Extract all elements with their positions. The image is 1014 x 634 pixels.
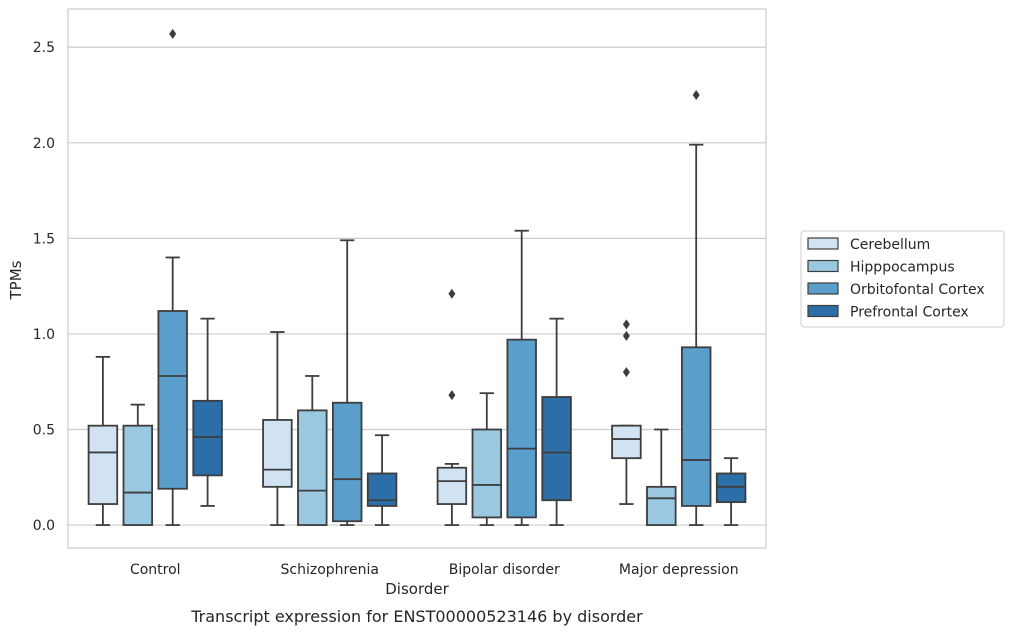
outlier-point [622, 330, 630, 341]
outlier-point [169, 28, 177, 39]
y-tick-label: 2.5 [33, 40, 55, 56]
y-tick-label: 1.5 [33, 231, 55, 247]
y-tick-label: 0.0 [33, 518, 55, 534]
legend-label: Hipppocampus [850, 260, 955, 276]
x-tick-label: Control [130, 562, 181, 578]
y-tick-labels: 0.0 0.5 1.0 1.5 2.0 2.5 [33, 40, 55, 534]
box-hipppocampus [297, 375, 328, 526]
legend-label: Orbitofontal Cortex [850, 282, 985, 298]
box-orbitofontal-cortex [506, 229, 537, 526]
x-tick-label: Schizophrenia [281, 562, 379, 578]
iqr-box [646, 485, 677, 526]
iqr-box [297, 409, 328, 526]
box-cerebellum [611, 319, 642, 505]
iqr-box [471, 428, 503, 519]
iqr-box [715, 472, 747, 504]
box-cerebellum [262, 331, 293, 526]
iqr-box [87, 424, 119, 505]
iqr-box [680, 346, 712, 507]
iqr-box [611, 424, 642, 460]
iqr-box [122, 424, 154, 526]
iqr-box [262, 419, 293, 488]
box-orbitofontal-cortex [680, 90, 712, 526]
legend-swatch [807, 282, 839, 295]
legend-swatch [807, 237, 839, 250]
y-tick-label: 0.5 [33, 422, 55, 438]
y-tick-label: 1.0 [33, 327, 55, 343]
chart-caption: Transcript expression for ENST0000052314… [190, 607, 643, 626]
box-hipppocampus [122, 403, 154, 526]
legend: Cerebellum Hipppocampus Orbitofontal Corte… [800, 230, 1005, 328]
x-axis-label: Disorder [385, 580, 449, 598]
x-tick-label: Major depression [619, 562, 739, 578]
boxes-layer [87, 28, 747, 526]
legend-swatch [807, 304, 839, 318]
outlier-point [622, 319, 630, 330]
iqr-box [506, 338, 537, 519]
box-prefrontal-cortex [715, 457, 747, 526]
y-axis-label: TPMs [7, 260, 25, 300]
iqr-box [331, 401, 363, 523]
box-cerebellum [87, 355, 119, 526]
outlier-point [448, 288, 456, 299]
y-tick-label: 2.0 [33, 136, 55, 152]
x-tick-label: Bipolar disorder [449, 562, 560, 578]
box-orbitofontal-cortex [331, 239, 363, 526]
plot-frame [67, 8, 767, 549]
iqr-box [192, 399, 223, 477]
iqr-box [541, 396, 572, 502]
iqr-box [157, 310, 188, 490]
box-orbitofontal-cortex [157, 28, 188, 526]
legend-label: Prefrontal Cortex [850, 305, 969, 321]
iqr-box [436, 466, 468, 505]
box-prefrontal-cortex [541, 317, 572, 526]
legend-swatch [807, 259, 839, 273]
legend-label: Cerebellum [850, 237, 930, 253]
outlier-point [622, 367, 630, 378]
box-prefrontal-cortex [192, 317, 223, 507]
box-hipppocampus [471, 392, 503, 526]
outlier-point [448, 390, 456, 401]
outlier-point [692, 90, 700, 101]
box-prefrontal-cortex [366, 434, 398, 526]
x-tick-labels: Control Schizophrenia Bipolar disorder Majo… [130, 562, 739, 578]
box-hipppocampus [646, 428, 677, 526]
legend-frame [800, 230, 1005, 328]
box-cerebellum [436, 288, 468, 526]
